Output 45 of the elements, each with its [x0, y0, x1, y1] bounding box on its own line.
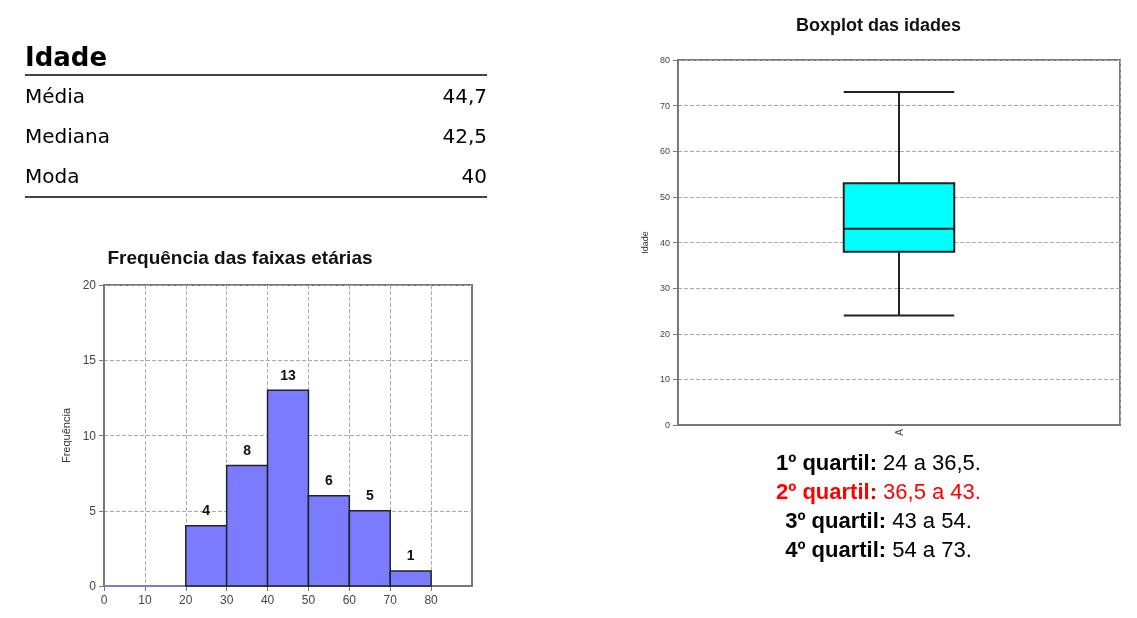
- text: Moda: [25, 163, 80, 190]
- text: Idade: [25, 42, 487, 76]
- y-tick-label: 10: [659, 374, 670, 385]
- data-label: 4: [202, 502, 211, 519]
- y-tick-label: 30: [659, 283, 670, 294]
- y-tick-label: 60: [659, 146, 670, 157]
- y-tick-label: 40: [659, 237, 670, 248]
- data-label: 1: [406, 547, 415, 564]
- y-tick-label: 20: [82, 278, 97, 292]
- y-tick-label: 20: [659, 328, 670, 339]
- text: Mediana: [25, 123, 110, 150]
- text: 3º quartil: 43 a 54.: [784, 507, 973, 535]
- y-tick-label: 80: [659, 55, 670, 65]
- data-label: 13: [280, 366, 296, 383]
- x-tick-label: 20: [179, 593, 193, 607]
- y-tick-label: 15: [82, 353, 97, 368]
- y-tick-label: 0: [664, 420, 670, 430]
- y-axis-title: Idade: [639, 231, 650, 254]
- x-tick-label: 40: [260, 593, 275, 607]
- x-tick-label: 30: [219, 593, 234, 607]
- text: 4º quartil: 54 a 73.: [784, 536, 973, 564]
- x-tick-label: 0: [100, 593, 108, 607]
- text: Média: [25, 83, 86, 110]
- y-tick-label: 10: [82, 428, 97, 443]
- data-label: 8: [243, 441, 252, 458]
- y-tick-label: 70: [659, 100, 670, 111]
- x-tick-label: 10: [138, 593, 152, 607]
- text: 2º quartil: 36,5 a 43.: [775, 478, 982, 506]
- chart-title: Boxplot das idades: [795, 15, 962, 35]
- text: 44,7: [442, 83, 487, 110]
- x-tick-label: 70: [383, 593, 398, 607]
- chart-title: Frequência das faixas etárias: [107, 247, 373, 268]
- text: 42,5: [442, 123, 487, 150]
- y-tick-label: 5: [89, 503, 97, 518]
- text: 1º quartil: 24 a 36,5.: [775, 449, 982, 477]
- x-tick-label: 60: [342, 593, 357, 607]
- data-label: 6: [324, 471, 333, 488]
- text: 40: [461, 163, 487, 190]
- x-tick-label: 80: [424, 593, 439, 607]
- x-tick-label: A: [893, 428, 905, 436]
- x-tick-label: 50: [301, 593, 316, 607]
- data-label: 5: [365, 487, 374, 503]
- y-tick-label: 50: [659, 191, 670, 202]
- y-tick-label: 0: [89, 579, 97, 593]
- y-axis-title: Frequência: [60, 407, 73, 464]
